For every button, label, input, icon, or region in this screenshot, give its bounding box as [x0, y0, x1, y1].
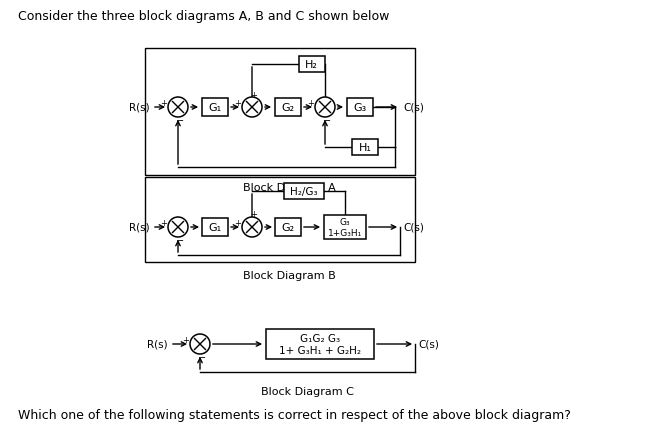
Text: Block Diagram C: Block Diagram C — [261, 386, 354, 396]
Text: +: + — [234, 99, 242, 108]
Text: +: + — [234, 219, 242, 228]
Bar — [352, 140, 378, 156]
Circle shape — [190, 334, 210, 354]
Bar — [202, 218, 228, 237]
Bar — [324, 216, 366, 240]
Text: G₂: G₂ — [282, 103, 295, 113]
Text: −: − — [176, 116, 184, 126]
Text: G₃: G₃ — [354, 103, 367, 113]
Text: G₁G₂ G₃
1+ G₃H₁ + G₂H₂: G₁G₂ G₃ 1+ G₃H₁ + G₂H₂ — [279, 333, 361, 355]
Text: C(s): C(s) — [403, 223, 424, 233]
Circle shape — [168, 98, 188, 118]
Text: G₁: G₁ — [208, 223, 221, 233]
Bar — [202, 99, 228, 117]
Bar — [284, 184, 324, 200]
Bar — [347, 99, 373, 117]
Text: Consider the three block diagrams A, B and C shown below: Consider the three block diagrams A, B a… — [18, 10, 389, 23]
Text: G₂: G₂ — [282, 223, 295, 233]
Text: Block Diagram A: Block Diagram A — [242, 183, 335, 193]
Bar — [275, 218, 301, 237]
Text: H₂/G₃: H₂/G₃ — [290, 187, 317, 197]
Bar — [145, 178, 415, 263]
Circle shape — [242, 98, 262, 118]
Text: G₁: G₁ — [208, 103, 221, 113]
Text: −: − — [323, 116, 331, 126]
Bar — [266, 329, 374, 359]
Text: Block Diagram B: Block Diagram B — [242, 270, 335, 280]
Text: C(s): C(s) — [418, 339, 439, 349]
Text: +: + — [308, 99, 314, 108]
Text: R(s): R(s) — [147, 339, 168, 349]
Text: R(s): R(s) — [130, 223, 150, 233]
Text: +: + — [251, 90, 257, 99]
Bar — [299, 57, 324, 73]
Text: H₂: H₂ — [305, 60, 318, 70]
Text: −: − — [198, 352, 206, 362]
Circle shape — [242, 217, 262, 237]
Text: H₁: H₁ — [358, 143, 371, 153]
Text: C(s): C(s) — [403, 103, 424, 113]
Circle shape — [315, 98, 335, 118]
Bar — [145, 49, 415, 176]
Text: R(s): R(s) — [130, 103, 150, 113]
Text: +: + — [160, 99, 168, 108]
Text: −: − — [176, 236, 184, 246]
Bar — [275, 99, 301, 117]
Circle shape — [168, 217, 188, 237]
Text: G₃
1+G₃H₁: G₃ 1+G₃H₁ — [328, 218, 362, 237]
Text: +: + — [251, 210, 257, 219]
Text: +: + — [183, 336, 189, 345]
Text: +: + — [160, 219, 168, 228]
Text: Which one of the following statements is correct in respect of the above block d: Which one of the following statements is… — [18, 408, 571, 421]
